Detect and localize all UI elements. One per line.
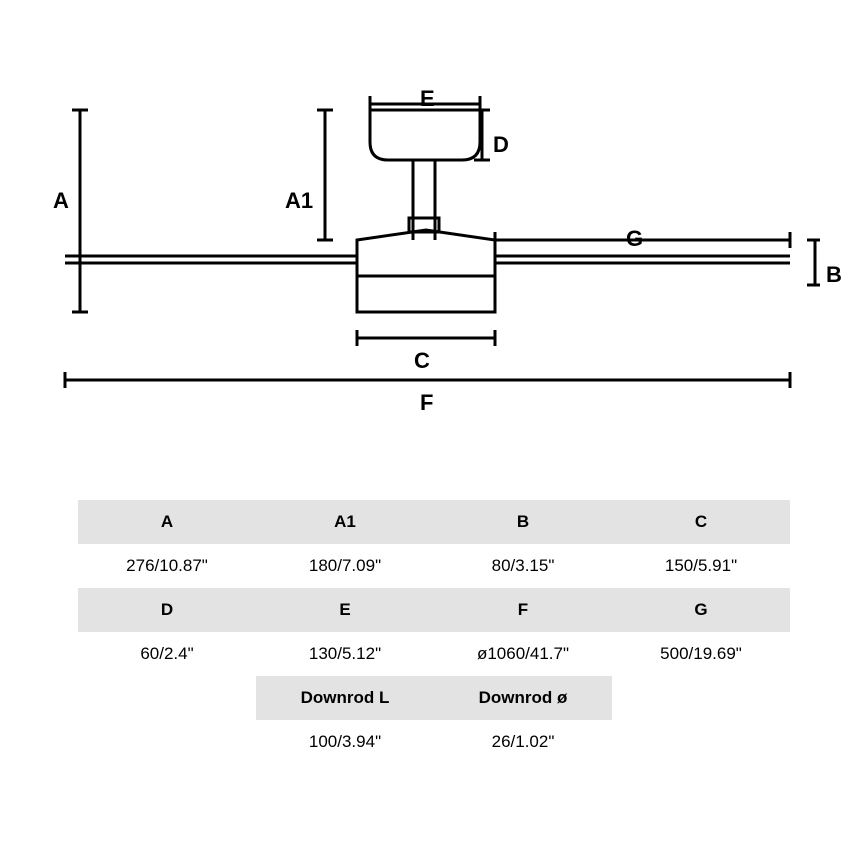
table-cell: 150/5.91" [612,544,790,588]
label-A1: A1 [285,188,313,214]
table-header: E [256,588,434,632]
dimension-table: A A1 B C 276/10.87" 180/7.09" 80/3.15" 1… [78,500,790,764]
label-D: D [493,132,509,158]
table-row: D E F G [78,588,790,632]
table-header: D [78,588,256,632]
table-row: 100/3.94" 26/1.02" [78,720,790,764]
table-cell: 26/1.02" [434,720,612,764]
table-header: Downrod L [256,676,434,720]
table-cell: 500/19.69" [612,632,790,676]
label-A: A [53,188,69,214]
table-header: A1 [256,500,434,544]
table-cell: 130/5.12" [256,632,434,676]
label-E: E [420,86,435,112]
table-header: Downrod ø [434,676,612,720]
label-C: C [414,348,430,374]
table-header: G [612,588,790,632]
table-header: A [78,500,256,544]
table-row: 276/10.87" 180/7.09" 80/3.15" 150/5.91" [78,544,790,588]
table-header: C [612,500,790,544]
table-cell: ø1060/41.7" [434,632,612,676]
label-B: B [826,262,842,288]
table-cell: 276/10.87" [78,544,256,588]
label-G: G [626,226,643,252]
table-row: Downrod L Downrod ø [78,676,790,720]
table-cell: 100/3.94" [256,720,434,764]
table-row: A A1 B C [78,500,790,544]
table-row: 60/2.4" 130/5.12" ø1060/41.7" 500/19.69" [78,632,790,676]
diagram-svg [50,80,820,420]
table-cell: 80/3.15" [434,544,612,588]
table-cell: 180/7.09" [256,544,434,588]
table-header: B [434,500,612,544]
fan-dimension-diagram: A A1 B C D E F G [50,80,820,400]
table-cell: 60/2.4" [78,632,256,676]
label-F: F [420,390,433,416]
table-header: F [434,588,612,632]
